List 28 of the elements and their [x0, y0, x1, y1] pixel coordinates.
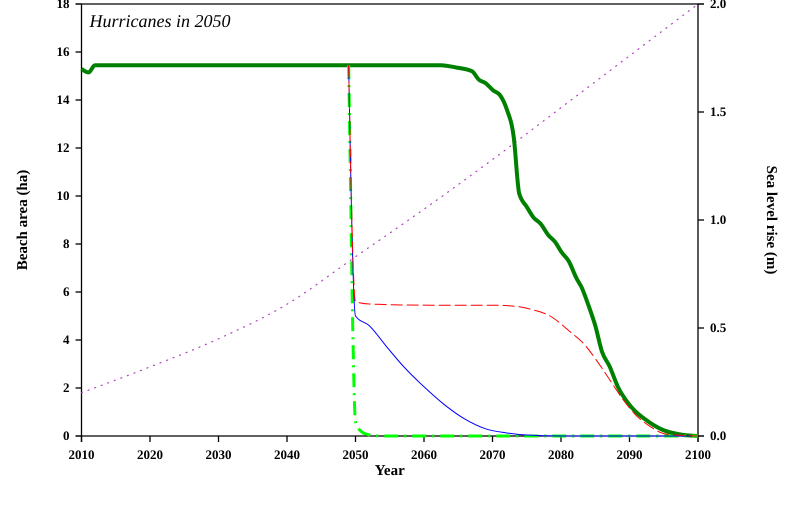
y2-tick-label: 1.5	[710, 104, 727, 120]
y2-tick-label: 0.0	[710, 428, 726, 444]
x-tick-label: 2080	[548, 447, 574, 462]
x-tick-label: 2010	[68, 447, 94, 462]
line-series	[80, 63, 700, 438]
x-tick-label: 2060	[411, 447, 437, 462]
x-tick-label: 2030	[206, 447, 232, 462]
y-tick-label: 10	[56, 188, 70, 204]
x-tick-label: 2050	[342, 447, 368, 462]
x-tick-label: 2090	[616, 447, 642, 462]
y2-tick-label: 0.5	[710, 320, 727, 336]
y-tick-label: 12	[56, 140, 70, 156]
y-axis-title: Beach area (ha)	[15, 170, 31, 270]
y-tick-label: 4	[63, 332, 70, 348]
y-tick-label: 2	[63, 380, 70, 396]
x-tick-label: 2100	[685, 447, 711, 462]
chart-title: Hurricanes in 2050	[88, 11, 230, 31]
y-tick-label: 8	[63, 236, 70, 252]
x-tick-label: 2040	[274, 447, 300, 462]
y-tick-label: 0	[63, 428, 70, 444]
y2-axis-title: Sea level rise (m)	[763, 166, 779, 274]
x-tick-label: 2020	[137, 447, 163, 462]
x-tick-label: 2070	[480, 447, 506, 462]
y-tick-label: 6	[63, 284, 70, 300]
y2-tick-label: 1.0	[710, 212, 726, 228]
x-axis-title: Year	[374, 463, 406, 479]
y-tick-label: 16	[56, 44, 70, 60]
y-tick-label: 14	[56, 92, 70, 108]
